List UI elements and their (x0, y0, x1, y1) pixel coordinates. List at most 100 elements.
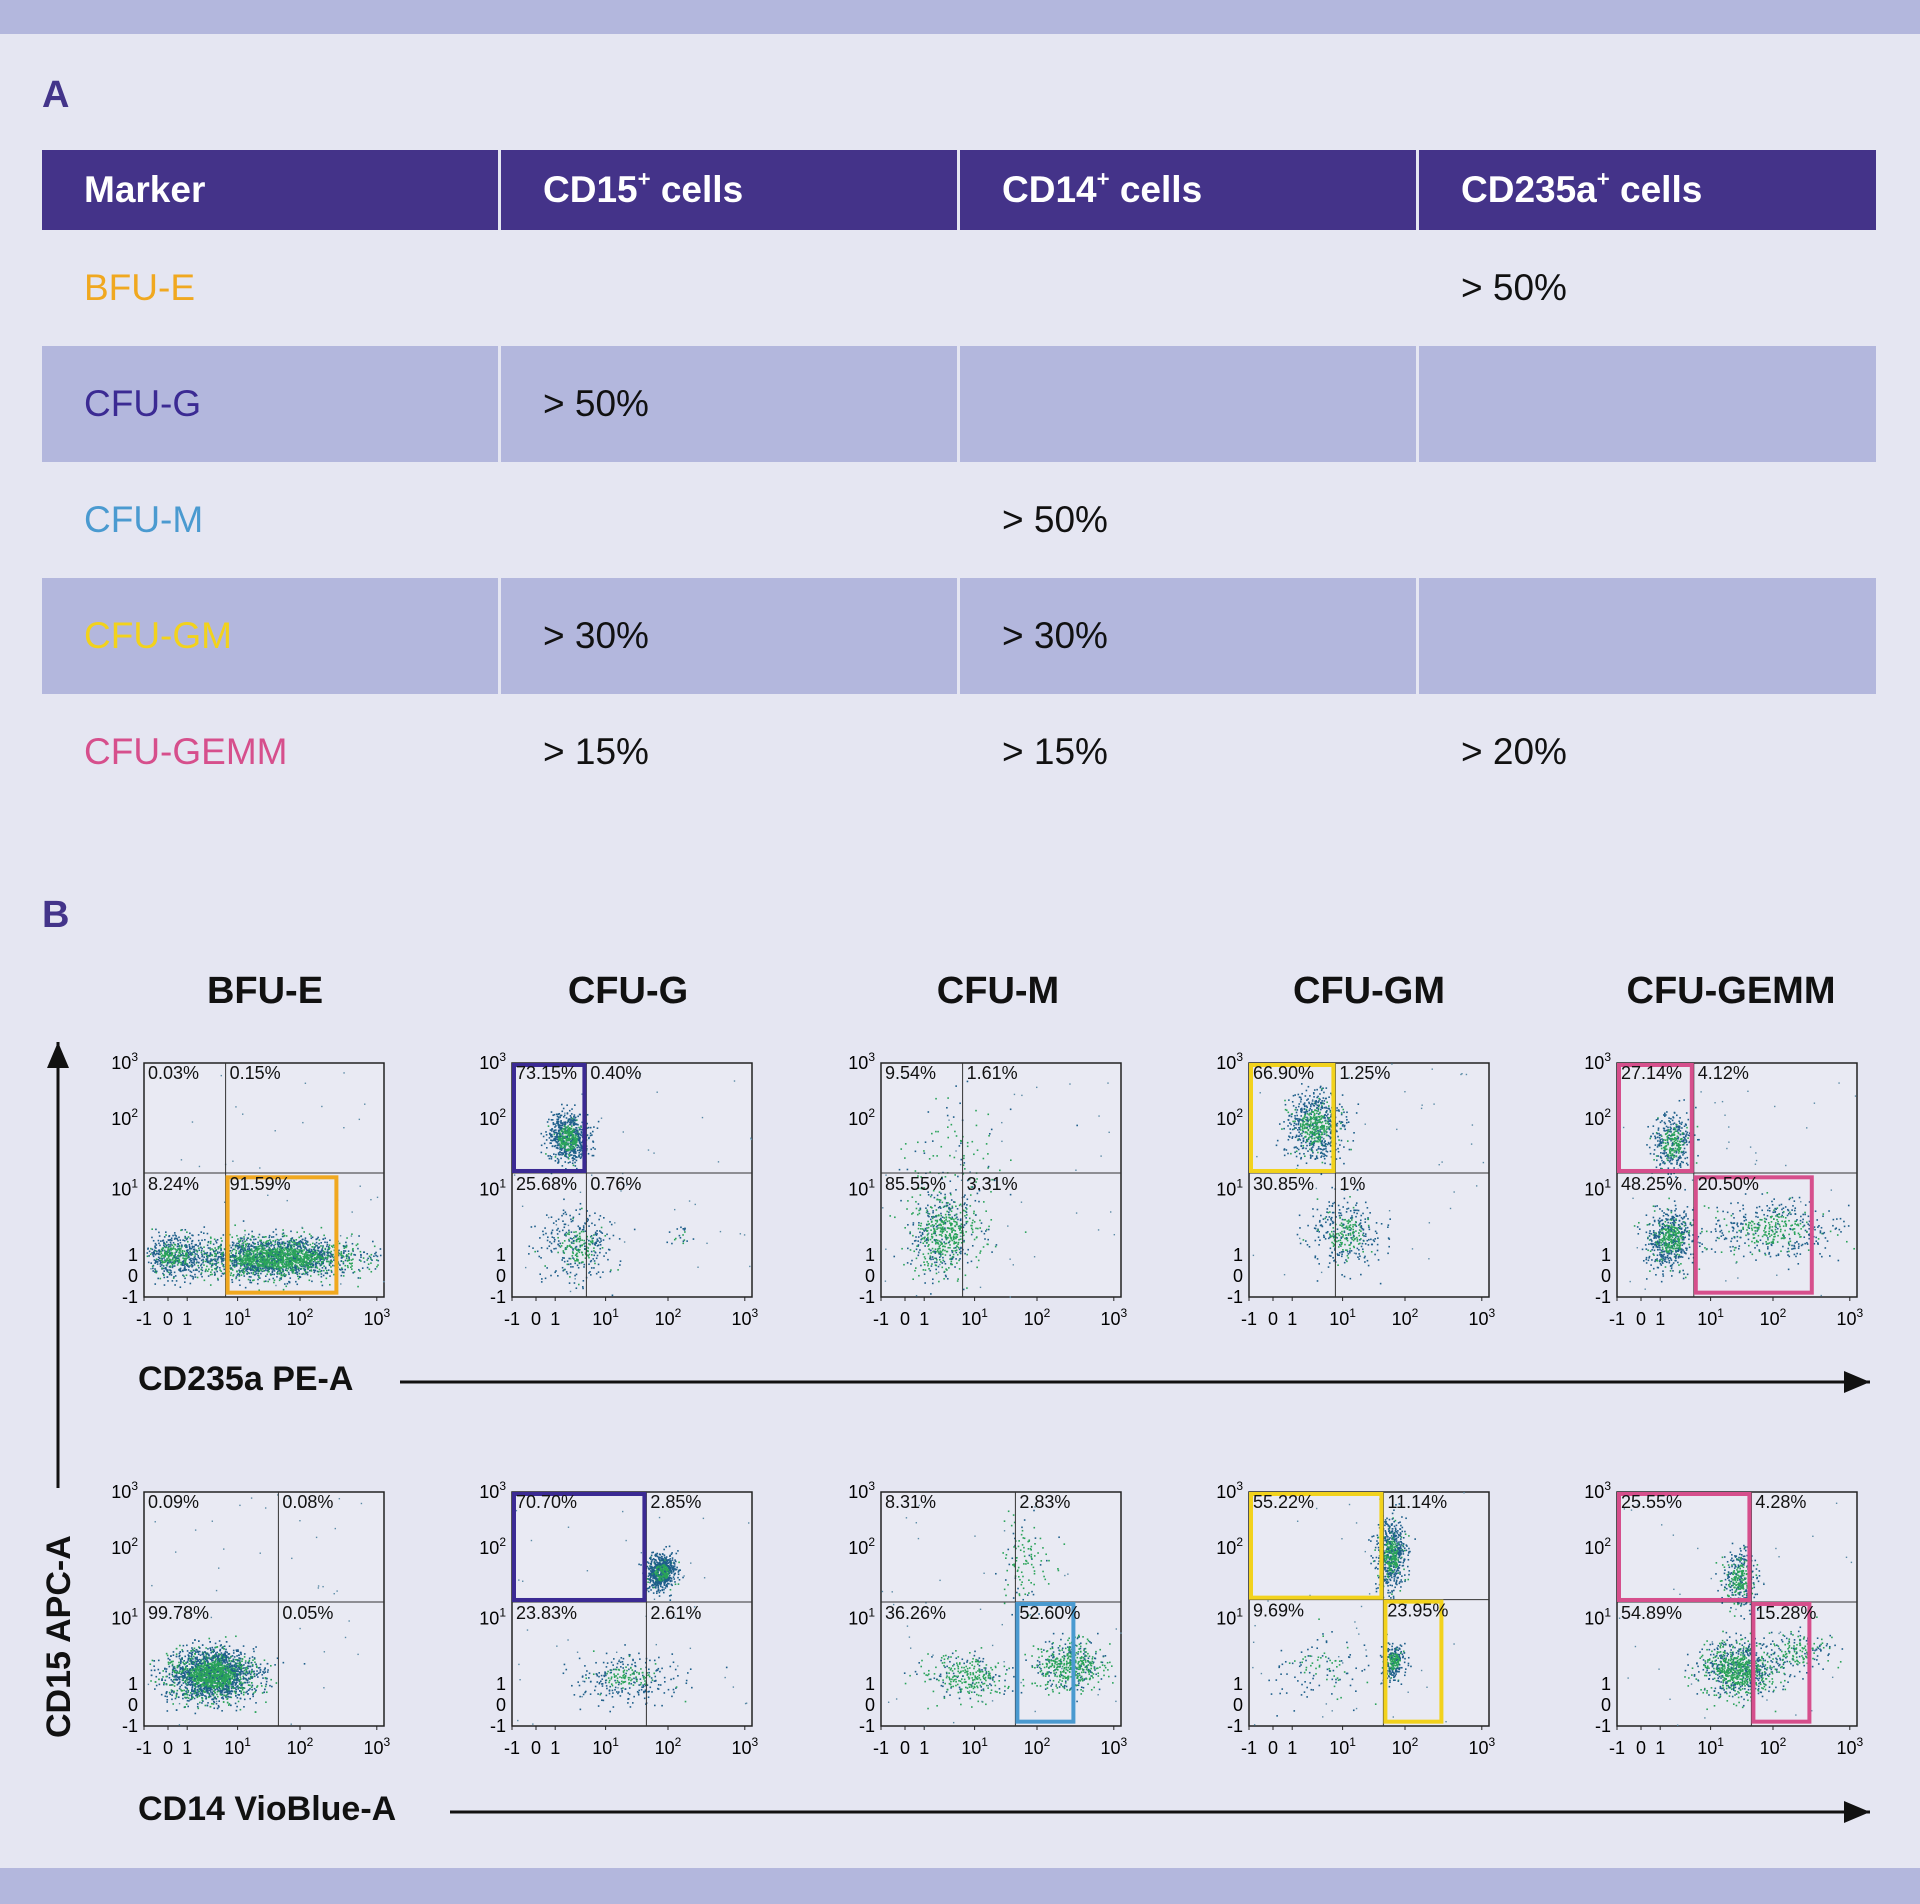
event-dot (928, 1268, 930, 1270)
event-dot (557, 1243, 559, 1246)
event-dot (155, 1252, 158, 1255)
quadrant-percent-ul: 9.54% (885, 1063, 936, 1083)
event-dot (213, 1274, 216, 1276)
event-dot (294, 1257, 297, 1260)
event-dot (280, 1258, 282, 1261)
event-dot (907, 1200, 909, 1202)
event-dot (180, 1263, 182, 1266)
event-dot (694, 1203, 696, 1206)
event-dot (212, 1258, 215, 1261)
event-dot (574, 1131, 577, 1133)
event-dot (286, 1240, 289, 1243)
event-dot (573, 1131, 575, 1134)
event-dot (246, 1258, 249, 1260)
event-dot (951, 1263, 954, 1266)
event-dot (261, 1261, 264, 1263)
event-dot (160, 1250, 162, 1253)
event-dot (566, 1104, 568, 1107)
event-dot (265, 1261, 268, 1263)
event-dot (221, 1254, 223, 1257)
event-dot (188, 1253, 190, 1256)
event-dot (963, 1162, 966, 1164)
event-dot (563, 1234, 566, 1236)
event-dot (579, 1239, 582, 1241)
event-dot (947, 1241, 950, 1244)
event-dot (254, 1250, 256, 1252)
event-dot (924, 1282, 926, 1284)
event-dot (270, 1250, 272, 1252)
event-dot (582, 1280, 585, 1282)
event-dot (562, 1209, 565, 1212)
event-dot (358, 1268, 360, 1271)
event-dot (320, 1241, 323, 1244)
event-dot (955, 1213, 958, 1216)
event-dot (945, 1238, 948, 1241)
event-dot (1328, 1105, 1330, 1107)
event-dot (268, 1263, 271, 1266)
event-dot (549, 1133, 552, 1135)
event-dot (237, 1238, 239, 1240)
event-dot (579, 1137, 581, 1139)
event-dot (900, 1148, 903, 1150)
event-dot (568, 1155, 571, 1157)
event-dot (266, 1258, 269, 1261)
gate-ul (512, 1063, 587, 1173)
event-dot (238, 1270, 241, 1272)
event-dot (287, 1243, 289, 1246)
event-dot (266, 1264, 268, 1266)
event-dot (591, 1242, 594, 1245)
event-dot (948, 1211, 950, 1213)
event-dot (168, 1250, 171, 1252)
event-dot (260, 1256, 263, 1258)
event-dot (572, 1266, 574, 1268)
event-dot (269, 1254, 272, 1257)
event-dot (940, 1234, 942, 1236)
quadrant-percent-ul: 0.03% (148, 1063, 199, 1083)
event-dot (925, 1242, 928, 1244)
event-dot (231, 1281, 234, 1284)
event-dot (163, 1242, 165, 1245)
event-dot (338, 1242, 341, 1245)
event-dot (201, 1266, 203, 1269)
event-dot (179, 1254, 182, 1257)
event-dot (583, 1266, 585, 1268)
event-dot (184, 1263, 187, 1266)
event-dot (215, 1249, 217, 1252)
event-dot (562, 1153, 565, 1155)
event-dot (303, 1255, 306, 1258)
event-dot (969, 1205, 972, 1207)
event-dot (173, 1260, 176, 1263)
event-dot (577, 1115, 579, 1118)
event-dot (253, 1255, 255, 1258)
event-dot (314, 1250, 316, 1252)
event-dot (946, 1250, 949, 1253)
event-dot (261, 1251, 263, 1254)
event-dot (926, 1229, 929, 1232)
event-dot (222, 1254, 225, 1256)
event-dot (597, 1240, 599, 1242)
event-dot (374, 1252, 376, 1255)
event-dot (955, 1245, 958, 1247)
event-dot (272, 1236, 275, 1238)
event-dot (573, 1282, 576, 1284)
event-dot (931, 1247, 934, 1250)
event-dot (320, 1258, 322, 1261)
event-dot (256, 1260, 258, 1263)
event-dot (927, 1212, 929, 1215)
event-dot (931, 1237, 934, 1239)
event-dot (956, 1216, 958, 1219)
event-dot (193, 1250, 196, 1252)
event-dot (942, 1256, 944, 1259)
event-dot (569, 1151, 572, 1154)
event-dot (941, 1221, 944, 1223)
event-dot (220, 1074, 222, 1077)
event-dot (1329, 1143, 1331, 1145)
event-dot (622, 1131, 624, 1133)
event-dot (576, 1146, 578, 1149)
event-dot (158, 1231, 160, 1234)
event-dot (1098, 1115, 1100, 1117)
event-dot (191, 1262, 194, 1264)
event-dot (264, 1252, 267, 1254)
event-dot (575, 1248, 577, 1250)
event-dot (253, 1249, 255, 1252)
